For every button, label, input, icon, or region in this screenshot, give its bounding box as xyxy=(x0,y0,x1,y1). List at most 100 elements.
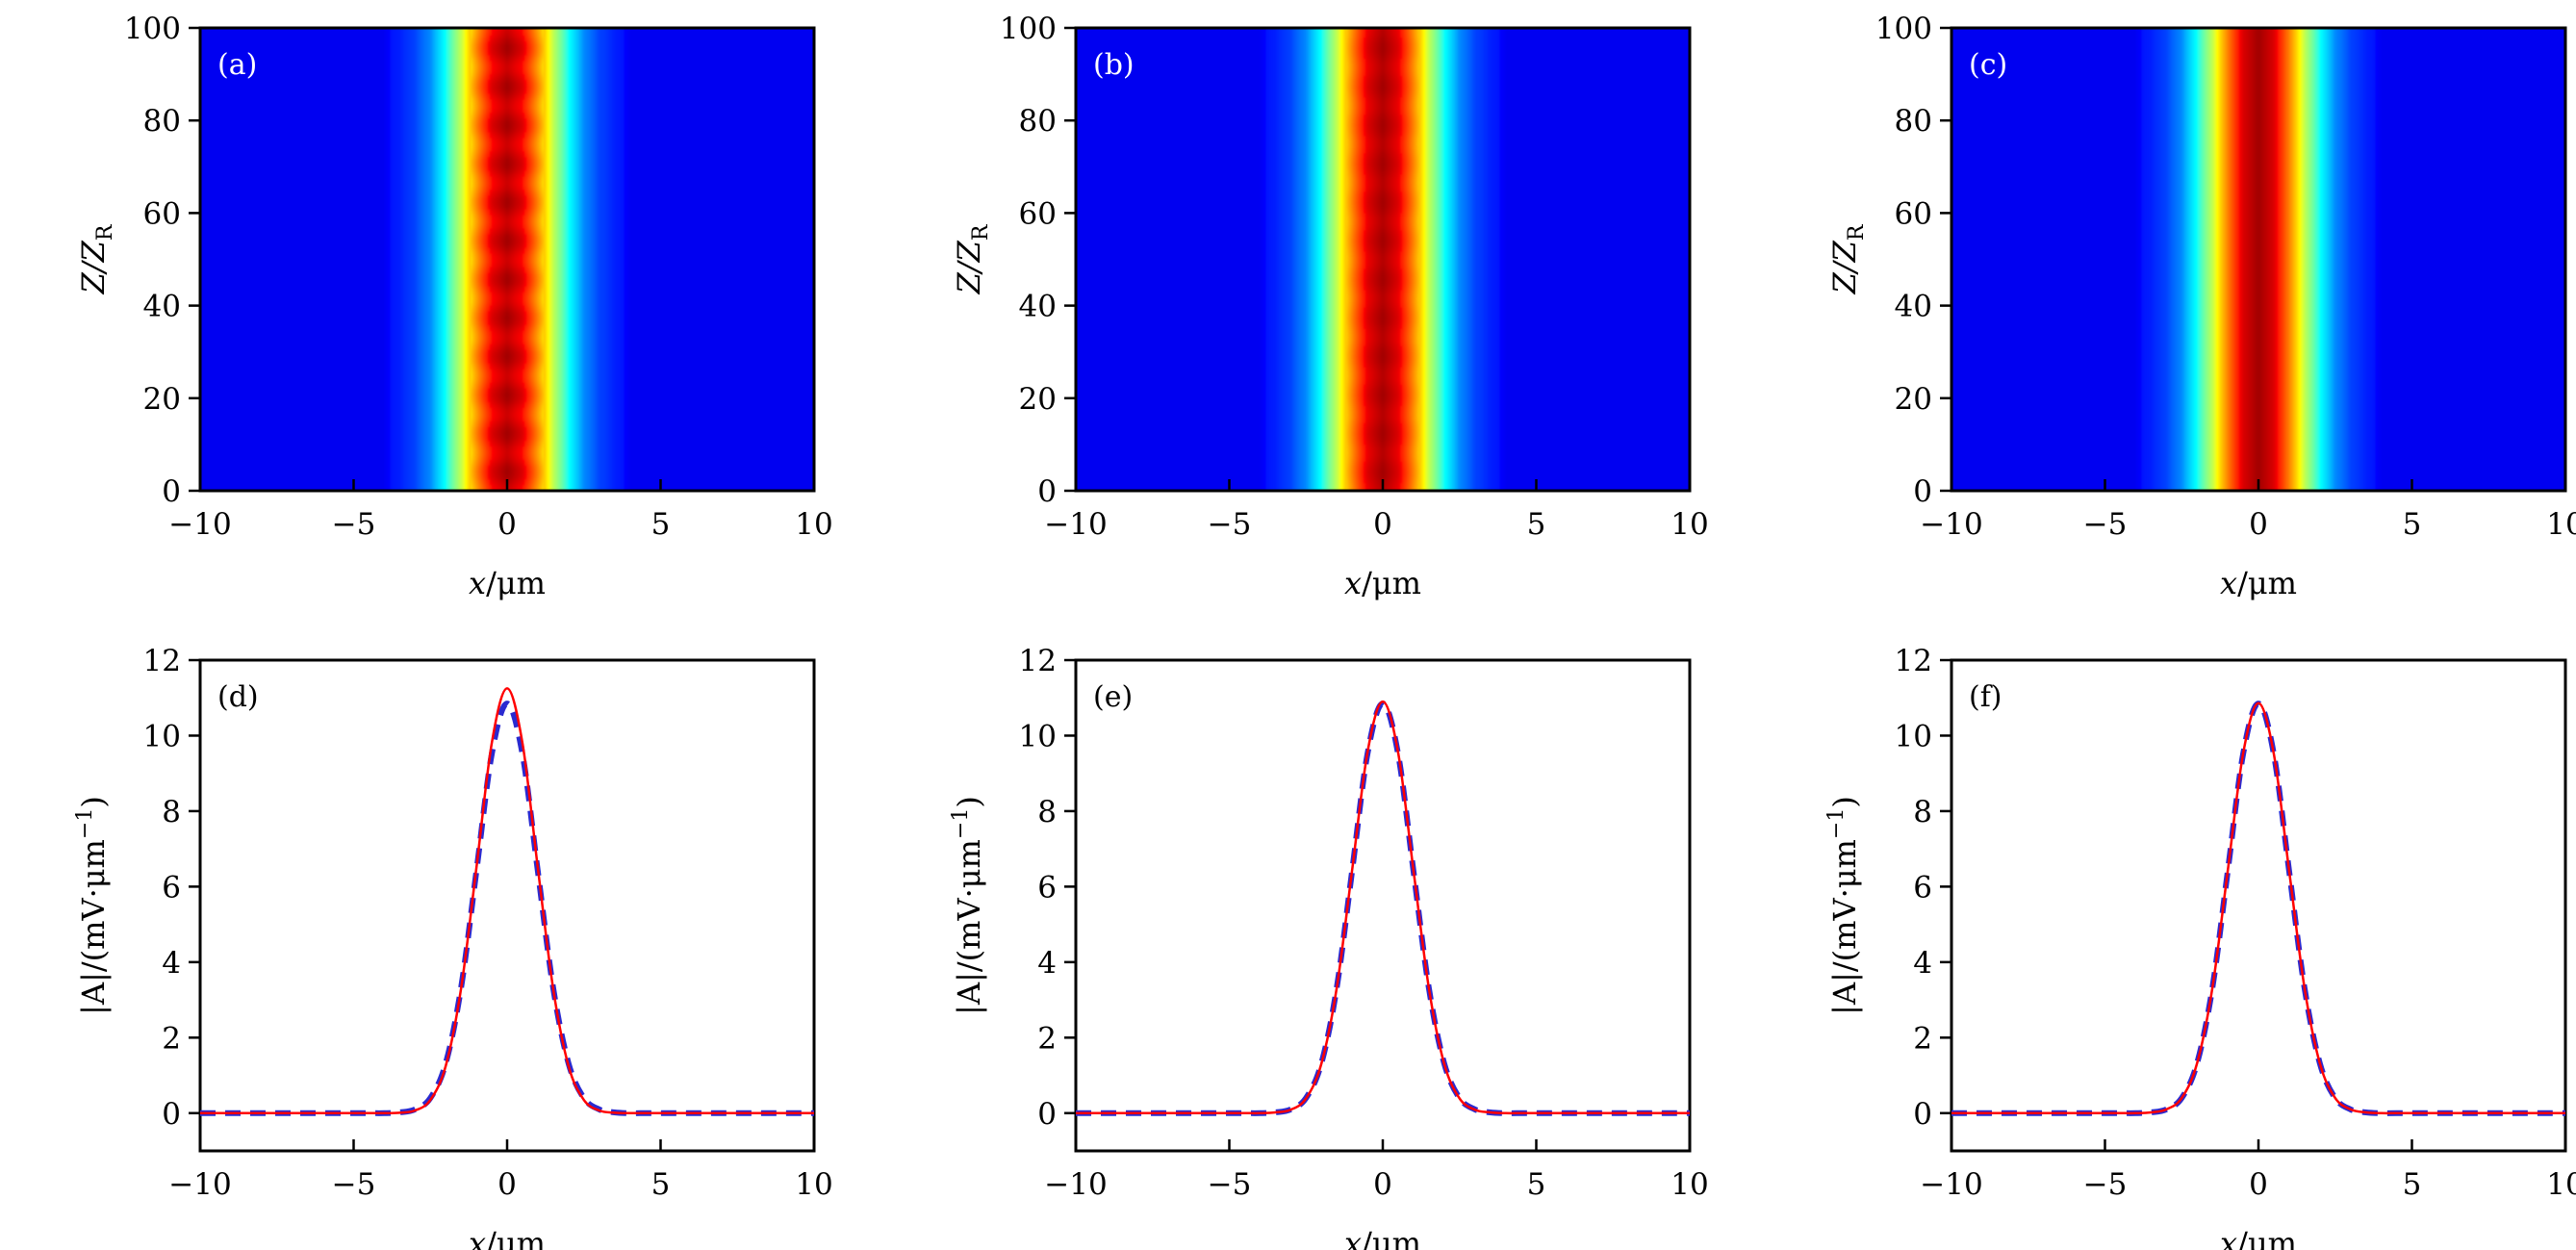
plot-frame xyxy=(1074,658,1692,1153)
x-tick-label: 5 xyxy=(1527,507,1546,542)
series-dashed-line xyxy=(200,701,814,1116)
x-tick-label: 10 xyxy=(2546,1167,2576,1202)
x-tick-label: −5 xyxy=(1208,1167,1252,1202)
panel-e: −10 −5 0 5 10 0 2 4 6 8 10 12 x/μm |A|/(mV·μm−1) (e) xyxy=(949,644,1709,1250)
series-dashed-line xyxy=(1951,701,2565,1116)
y-tick-label: 0 xyxy=(162,474,181,509)
y-tick-label: 4 xyxy=(1037,946,1057,981)
y-tick-label: 100 xyxy=(1000,12,1057,46)
y-axis-label-sup: −1 xyxy=(1824,808,1849,839)
x-axis-label-unit: /μm xyxy=(486,565,546,601)
y-tick-label: 0 xyxy=(1037,474,1057,509)
y-tick-label: 12 xyxy=(1019,644,1057,678)
plot-frame xyxy=(1950,658,2567,1153)
x-axis-label-unit: /μm xyxy=(486,1225,546,1250)
y-tick-label: 20 xyxy=(1895,382,1932,417)
x-axis-label: x/μm xyxy=(1344,565,1421,601)
y-tick-label: 2 xyxy=(1037,1021,1057,1056)
x-tick-label: 0 xyxy=(2249,507,2268,542)
y-tick-label: 20 xyxy=(1019,382,1057,417)
heatmap-image xyxy=(1951,28,2565,491)
y-tick-label: 4 xyxy=(162,946,181,981)
y-tick-label: 10 xyxy=(1895,719,1932,753)
x-axis-label-var: x xyxy=(1344,1225,1362,1250)
y-tick-label: 12 xyxy=(1895,644,1932,678)
y-axis-label-close: ) xyxy=(75,796,112,807)
y-tick-label: 20 xyxy=(143,382,181,417)
y-axis-label-sup: −1 xyxy=(73,808,97,839)
y-axis-label-main: Z/Z xyxy=(1826,240,1863,294)
x-axis-label: x/μm xyxy=(2220,565,2297,601)
y-tick-label: 8 xyxy=(1037,795,1057,829)
x-axis-label-unit: /μm xyxy=(1362,1225,1421,1250)
y-axis-label-sub: R xyxy=(1845,223,1869,241)
y-axis-label-sub: R xyxy=(969,223,993,241)
series-solid-line xyxy=(1076,700,1690,1115)
x-tick-label: −5 xyxy=(332,1167,376,1202)
y-tick-label: 6 xyxy=(1037,870,1057,905)
y-axis-label-close: ) xyxy=(1826,796,1863,807)
x-axis-label: x/μm xyxy=(2220,1225,2297,1250)
x-axis-label-var: x xyxy=(1344,565,1362,601)
plot-frame xyxy=(198,658,816,1153)
x-tick-label: 5 xyxy=(1527,1167,1546,1202)
x-axis-label-var: x xyxy=(2220,565,2237,601)
series-dashed-line xyxy=(1076,701,1690,1116)
panel-label: (e) xyxy=(1093,680,1133,714)
series-solid-line xyxy=(200,687,814,1115)
x-tick-label: 0 xyxy=(497,1167,517,1202)
x-axis-label-var: x xyxy=(2220,1225,2237,1250)
heatmap-image xyxy=(200,28,814,491)
y-tick-label: 60 xyxy=(1019,196,1057,231)
y-tick-label: 2 xyxy=(162,1021,181,1056)
x-tick-label: −10 xyxy=(1920,1167,1982,1202)
x-tick-label: 0 xyxy=(1373,1167,1392,1202)
y-tick-label: 8 xyxy=(1913,795,1932,829)
y-tick-label: 80 xyxy=(1895,104,1932,139)
x-tick-label: −10 xyxy=(1920,507,1982,542)
x-tick-label: 5 xyxy=(2403,1167,2422,1202)
y-tick-label: 80 xyxy=(143,104,181,139)
x-tick-label: −10 xyxy=(1044,507,1107,542)
x-tick-label: −5 xyxy=(2083,507,2128,542)
y-axis-label-main: Z/Z xyxy=(75,240,112,294)
x-axis-label: x/μm xyxy=(469,565,546,601)
series-solid-line xyxy=(1951,702,2565,1115)
panel-label: (b) xyxy=(1093,48,1135,82)
x-axis-label-var: x xyxy=(469,565,486,601)
x-axis-label-unit: /μm xyxy=(2237,565,2297,601)
x-tick-label: −5 xyxy=(332,507,376,542)
y-tick-label: 0 xyxy=(162,1097,181,1132)
x-tick-label: −10 xyxy=(168,1167,231,1202)
y-tick-label: 2 xyxy=(1913,1021,1932,1056)
y-tick-label: 80 xyxy=(1019,104,1057,139)
x-axis-label-unit: /μm xyxy=(2237,1225,2297,1250)
panel-label: (a) xyxy=(217,48,257,82)
y-tick-label: 0 xyxy=(1913,474,1932,509)
y-tick-label: 100 xyxy=(1875,12,1932,46)
y-axis-label-sub: R xyxy=(93,223,117,241)
panel-label: (d) xyxy=(217,680,259,714)
y-tick-label: 8 xyxy=(162,795,181,829)
panel-label: (c) xyxy=(1969,48,2007,82)
panel-d: −10 −5 0 5 10 0 2 4 6 8 10 12 x/μm |A|/(mV·μm−1) (d) xyxy=(73,644,833,1250)
x-tick-label: 5 xyxy=(2403,507,2422,542)
x-axis-label-var: x xyxy=(469,1225,486,1250)
y-tick-label: 40 xyxy=(143,290,181,324)
x-tick-label: 10 xyxy=(1671,1167,1708,1202)
y-axis-label-main: |A|/(mV·μm xyxy=(951,839,987,1015)
y-tick-label: 40 xyxy=(1019,290,1057,324)
x-tick-label: −10 xyxy=(1044,1167,1107,1202)
y-tick-label: 10 xyxy=(1019,719,1057,753)
y-tick-label: 60 xyxy=(1895,196,1932,231)
x-tick-label: 10 xyxy=(795,507,832,542)
x-tick-label: 0 xyxy=(497,507,517,542)
y-tick-label: 6 xyxy=(162,870,181,905)
y-axis-label-close: ) xyxy=(951,796,987,807)
y-tick-label: 6 xyxy=(1913,870,1932,905)
x-tick-label: 10 xyxy=(2546,507,2576,542)
y-tick-label: 4 xyxy=(1913,946,1932,981)
